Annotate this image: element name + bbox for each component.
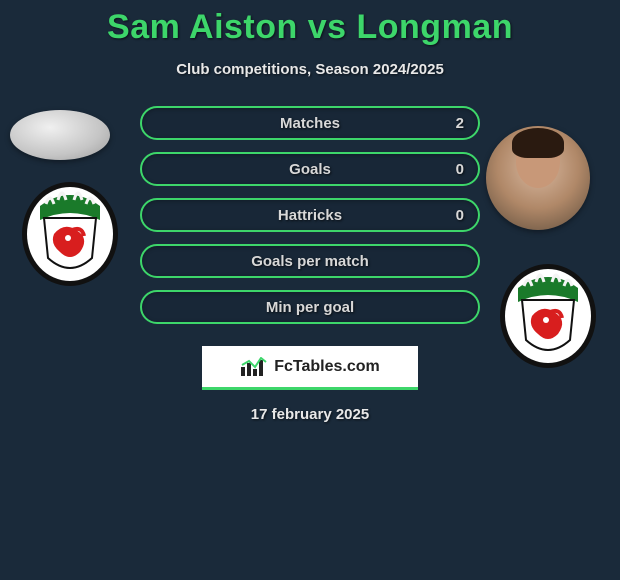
club-crest-left xyxy=(20,178,120,288)
stat-label: Hattricks xyxy=(278,207,342,224)
stat-row: Goals per match xyxy=(140,244,480,278)
stat-row: Min per goal xyxy=(140,290,480,324)
chart-icon xyxy=(240,357,268,377)
player-left-avatar xyxy=(10,110,110,160)
stat-right-value: 2 xyxy=(456,115,464,132)
stat-right-value: 0 xyxy=(456,207,464,224)
club-crest-right xyxy=(498,260,598,370)
page-title: Sam Aiston vs Longman xyxy=(0,8,620,47)
footer-date: 17 february 2025 xyxy=(0,406,620,423)
stat-row: Matches 2 xyxy=(140,106,480,140)
brand-badge: FcTables.com xyxy=(202,346,418,390)
comparison-card: Sam Aiston vs Longman Club competitions,… xyxy=(0,0,620,423)
stat-row: Goals 0 xyxy=(140,152,480,186)
stat-label: Goals per match xyxy=(251,253,369,270)
stat-label: Matches xyxy=(280,115,340,132)
page-subtitle: Club competitions, Season 2024/2025 xyxy=(0,61,620,78)
stat-right-value: 0 xyxy=(456,161,464,178)
stat-label: Min per goal xyxy=(266,299,354,316)
player-right-avatar xyxy=(486,126,590,230)
brand-text: FcTables.com xyxy=(274,358,380,376)
stat-label: Goals xyxy=(289,161,331,178)
stats-list: Matches 2 Goals 0 Hattricks 0 Goals per … xyxy=(140,106,480,324)
stat-row: Hattricks 0 xyxy=(140,198,480,232)
